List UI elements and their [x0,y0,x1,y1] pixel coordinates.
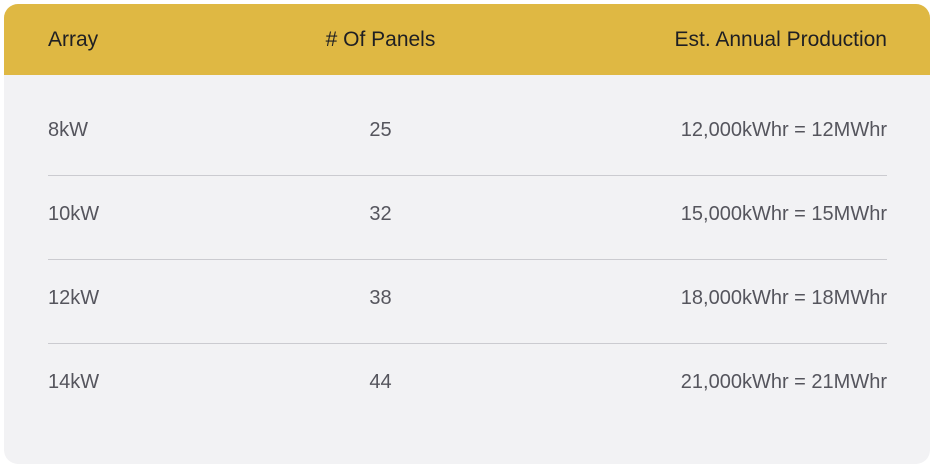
cell-panels: 44 [369,371,392,393]
table-header: Array # Of Panels Est. Annual Production [4,4,930,75]
table-row: 12kW 38 18,000kWhr = 18MWhr [48,259,887,344]
cell-panels: 32 [369,203,392,225]
cell-panels: 25 [369,119,392,141]
header-panels: # Of Panels [325,28,436,51]
cell-production: 18,000kWhr = 18MWhr [680,287,887,309]
cell-array: 8kW [48,119,88,141]
table-row: 10kW 32 15,000kWhr = 15MWhr [48,175,887,260]
cell-production: 15,000kWhr = 15MWhr [680,203,887,225]
table-row: 8kW 25 12,000kWhr = 12MWhr [48,91,887,176]
cell-array: 14kW [48,371,100,393]
cell-production: 21,000kWhr = 21MWhr [680,371,887,393]
header-array: Array [48,28,99,51]
header-production: Est. Annual Production [674,28,887,51]
cell-panels: 38 [369,287,392,309]
cell-array: 10kW [48,203,100,225]
cell-production: 12,000kWhr = 12MWhr [680,119,887,141]
production-table-card: Array # Of Panels Est. Annual Production… [4,4,930,464]
cell-array: 12kW [48,287,100,309]
table-row: 14kW 44 21,000kWhr = 21MWhr [48,343,887,427]
